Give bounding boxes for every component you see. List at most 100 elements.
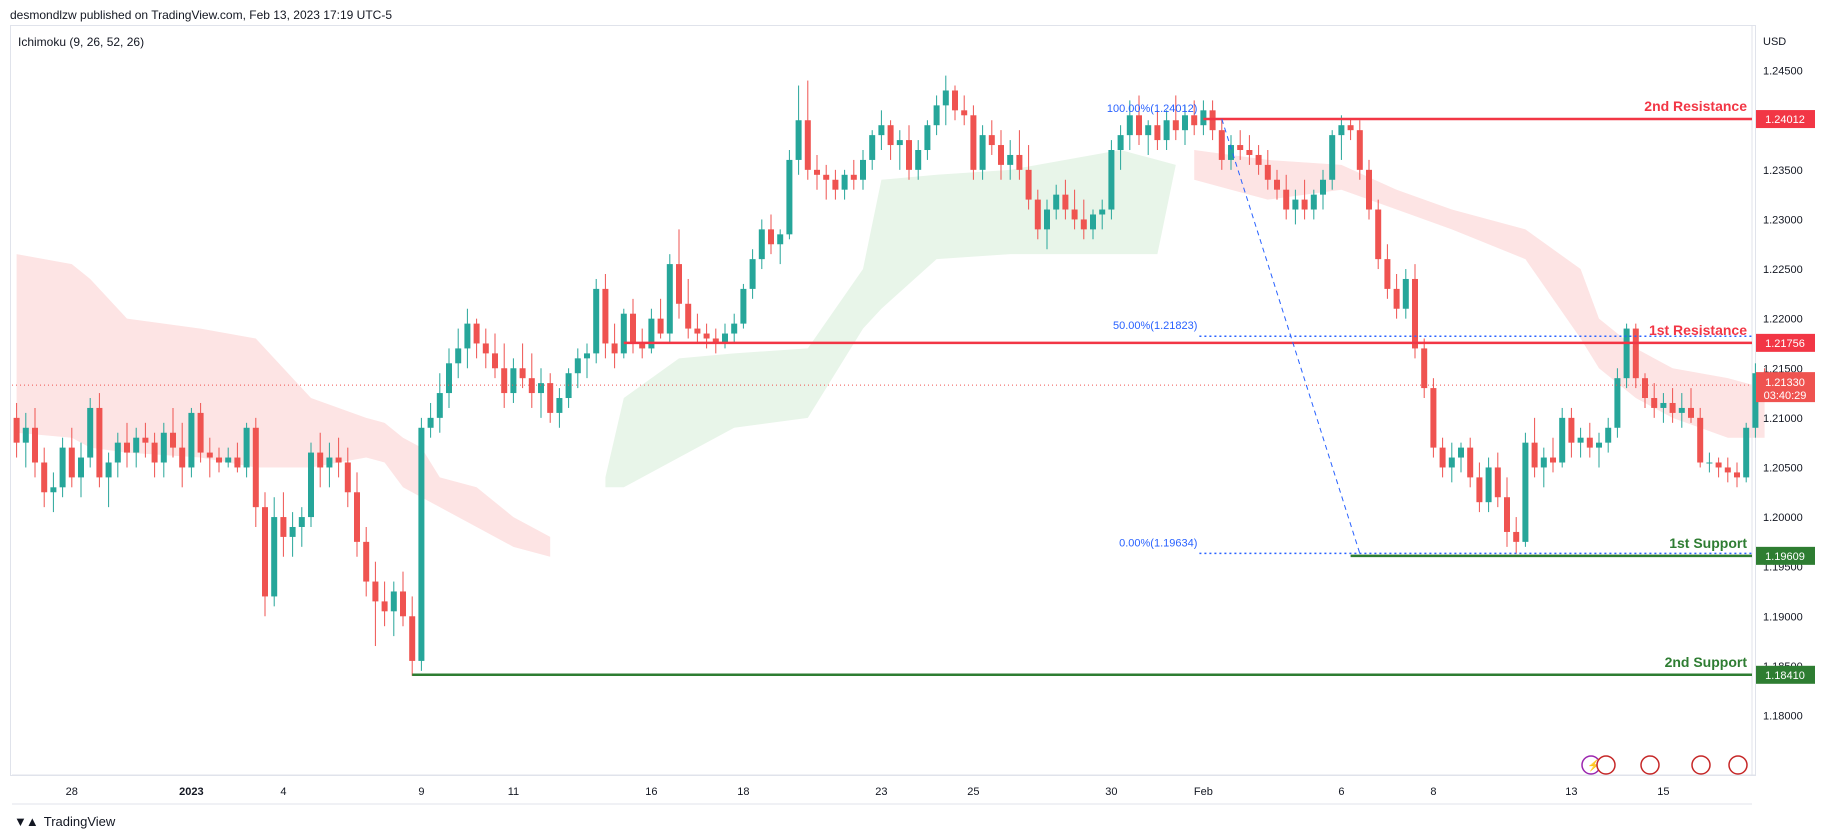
- candle-body[interactable]: [1688, 407, 1694, 418]
- candle-body[interactable]: [869, 135, 876, 160]
- candle-body[interactable]: [243, 427, 250, 468]
- candle-body[interactable]: [1080, 219, 1087, 230]
- candle-body[interactable]: [1522, 442, 1529, 542]
- candle-body[interactable]: [666, 264, 673, 334]
- candle-body[interactable]: [510, 368, 517, 394]
- candle-body[interactable]: [1586, 437, 1593, 448]
- candle-body[interactable]: [1053, 194, 1060, 210]
- candle-body[interactable]: [1347, 125, 1354, 131]
- candle-body[interactable]: [124, 442, 130, 453]
- candle-body[interactable]: [988, 135, 995, 146]
- candle-body[interactable]: [1292, 199, 1299, 210]
- candle-body[interactable]: [942, 90, 949, 106]
- candle-body[interactable]: [160, 432, 167, 463]
- event-icon-uk-1[interactable]: [1596, 755, 1616, 775]
- candle-body[interactable]: [1062, 194, 1069, 210]
- candle-body[interactable]: [492, 353, 498, 369]
- candle-body[interactable]: [326, 457, 333, 468]
- candle-body[interactable]: [32, 427, 38, 463]
- candle-body[interactable]: [850, 174, 857, 180]
- candle-body[interactable]: [1651, 398, 1658, 408]
- candle-body[interactable]: [1568, 417, 1575, 443]
- candle-body[interactable]: [1356, 130, 1363, 170]
- candle-body[interactable]: [574, 358, 581, 374]
- candle-body[interactable]: [1752, 373, 1759, 428]
- candle-body[interactable]: [703, 333, 710, 339]
- candle-body[interactable]: [298, 517, 305, 527]
- candle-body[interactable]: [979, 135, 986, 170]
- candle-body[interactable]: [1531, 442, 1538, 468]
- candle-body[interactable]: [685, 303, 692, 329]
- candle-body[interactable]: [87, 407, 94, 458]
- candle-body[interactable]: [436, 393, 443, 418]
- candle-body[interactable]: [1108, 150, 1115, 210]
- candle-body[interactable]: [630, 313, 636, 344]
- candle-body[interactable]: [1117, 135, 1124, 151]
- candle-body[interactable]: [740, 288, 747, 324]
- candle-body[interactable]: [1044, 209, 1050, 230]
- candle-body[interactable]: [933, 105, 940, 126]
- candle-body[interactable]: [501, 368, 508, 394]
- candle-body[interactable]: [271, 517, 278, 597]
- candle-body[interactable]: [1375, 209, 1382, 260]
- candle-body[interactable]: [795, 120, 802, 160]
- candle-body[interactable]: [1734, 472, 1740, 478]
- candle-body[interactable]: [1126, 115, 1133, 136]
- candle-body[interactable]: [1458, 447, 1464, 458]
- candle-body[interactable]: [335, 457, 342, 463]
- candle-body[interactable]: [427, 417, 434, 428]
- candle-body[interactable]: [1255, 154, 1262, 165]
- candle-body[interactable]: [151, 442, 158, 463]
- candle-body[interactable]: [13, 417, 20, 443]
- candle-body[interactable]: [694, 328, 701, 334]
- candle-body[interactable]: [455, 348, 462, 364]
- candle-body[interactable]: [1743, 427, 1750, 478]
- candle-body[interactable]: [96, 407, 103, 478]
- candle-body[interactable]: [1320, 179, 1326, 195]
- candle-body[interactable]: [841, 174, 848, 190]
- candle-body[interactable]: [1660, 402, 1667, 408]
- candle-body[interactable]: [142, 437, 149, 443]
- candle-body[interactable]: [1706, 462, 1713, 464]
- candle-body[interactable]: [1329, 135, 1336, 180]
- candle-body[interactable]: [289, 526, 296, 537]
- candle-body[interactable]: [197, 412, 204, 453]
- candle-body[interactable]: [1246, 150, 1253, 155]
- candle-body[interactable]: [648, 318, 655, 349]
- candle-body[interactable]: [712, 338, 719, 344]
- candle-body[interactable]: [896, 140, 903, 146]
- candle-body[interactable]: [363, 541, 370, 582]
- candle-body[interactable]: [657, 318, 664, 334]
- candle-body[interactable]: [528, 378, 535, 394]
- candle-body[interactable]: [1218, 130, 1225, 160]
- candle-body[interactable]: [878, 125, 885, 136]
- candle-body[interactable]: [676, 264, 682, 304]
- candle-body[interactable]: [1310, 194, 1317, 210]
- candle-body[interactable]: [1715, 462, 1722, 468]
- candle-body[interactable]: [758, 229, 765, 260]
- candle-body[interactable]: [906, 140, 912, 170]
- candle-body[interactable]: [749, 259, 756, 289]
- candle-body[interactable]: [1724, 467, 1731, 473]
- candle-body[interactable]: [354, 492, 360, 542]
- candle-body[interactable]: [317, 452, 324, 468]
- candle-body[interactable]: [584, 353, 590, 359]
- candle-body[interactable]: [206, 452, 213, 458]
- candle-body[interactable]: [1283, 189, 1290, 210]
- candle-body[interactable]: [381, 601, 388, 612]
- candle-body[interactable]: [998, 145, 1004, 165]
- candle-body[interactable]: [280, 517, 287, 537]
- candle-body[interactable]: [952, 90, 958, 111]
- candle-body[interactable]: [1172, 120, 1179, 131]
- candle-body[interactable]: [1264, 164, 1271, 180]
- candle-body[interactable]: [1090, 214, 1096, 230]
- candle-body[interactable]: [1016, 154, 1023, 170]
- candle-body[interactable]: [372, 581, 379, 602]
- candle-body[interactable]: [22, 427, 29, 443]
- candle-body[interactable]: [722, 333, 728, 344]
- candle-body[interactable]: [611, 343, 618, 354]
- candle-body[interactable]: [59, 447, 66, 488]
- candle-body[interactable]: [547, 383, 554, 413]
- candle-body[interactable]: [639, 343, 646, 349]
- candle-body[interactable]: [252, 427, 259, 508]
